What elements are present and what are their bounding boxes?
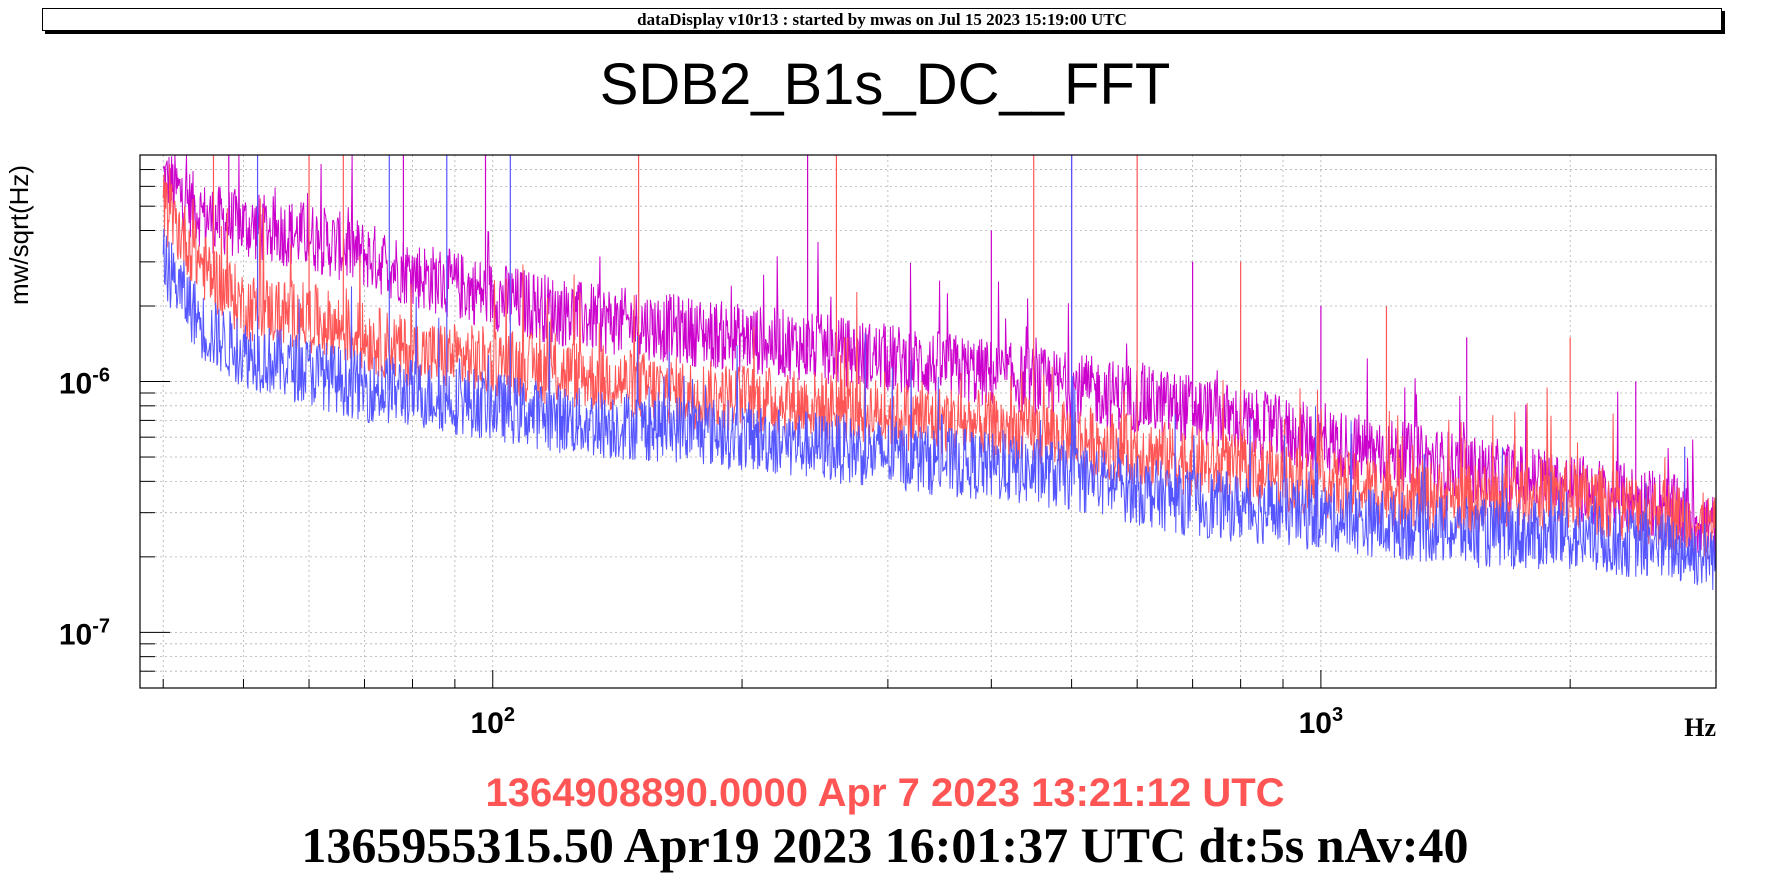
reference-timestamp: 1364908890.0000 Apr 7 2023 13:21:12 UTC bbox=[485, 771, 1285, 815]
chart-title: SDB2_B1s_DC__FFT bbox=[599, 52, 1171, 117]
series-trace bbox=[162, 154, 1717, 560]
plot-frame bbox=[139, 154, 1717, 689]
label-layer: 102 103 10-6 10-7 Hz mw/sqrt(Hz) bbox=[4, 165, 1716, 742]
series-2 bbox=[162, 155, 1717, 591]
y-tick-label: 10-7 bbox=[59, 615, 110, 651]
series-layer bbox=[162, 154, 1717, 591]
series-1 bbox=[162, 155, 1717, 564]
y-tick-label: 10-6 bbox=[59, 365, 110, 401]
x-tick-label: 102 bbox=[471, 704, 516, 740]
y-axis-label: mw/sqrt(Hz) bbox=[4, 165, 34, 305]
tick-layer bbox=[140, 154, 1717, 689]
series-trace bbox=[162, 164, 1717, 564]
x-tick-label: 103 bbox=[1299, 704, 1344, 740]
current-timestamp: 1365955315.50 Apr19 2023 16:01:37 UTC dt… bbox=[301, 817, 1469, 873]
grid-layer bbox=[140, 154, 1717, 689]
series-trace bbox=[162, 228, 1717, 591]
header-banner: dataDisplay v10r13 : started by mwas on … bbox=[42, 8, 1722, 31]
header-text: dataDisplay v10r13 : started by mwas on … bbox=[637, 10, 1127, 29]
x-axis-label: Hz bbox=[1684, 713, 1716, 742]
